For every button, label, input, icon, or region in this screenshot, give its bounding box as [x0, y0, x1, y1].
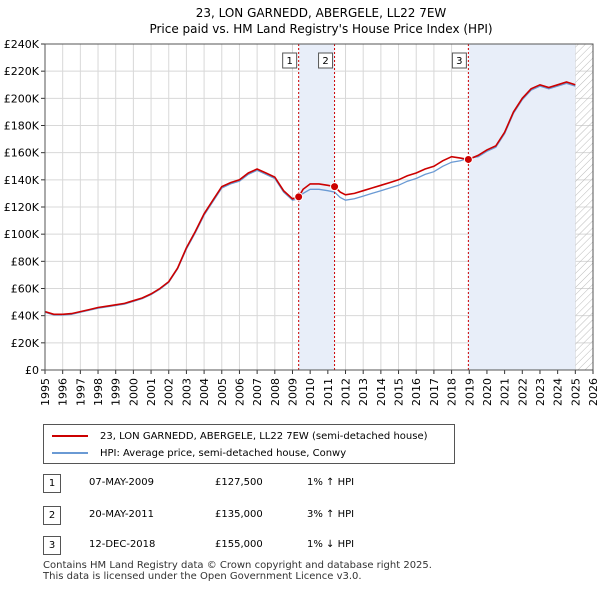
- x-tick-label: 1998: [92, 378, 105, 406]
- x-tick-label: 2022: [516, 378, 529, 406]
- transaction-price: £155,000: [215, 539, 263, 550]
- transaction-date: 20-MAY-2011: [89, 509, 155, 520]
- footer-line-1: Contains HM Land Registry data © Crown c…: [43, 560, 432, 571]
- y-tick-label: £60K: [11, 283, 40, 296]
- x-tick-label: 2014: [375, 378, 388, 406]
- transaction-price: £135,000: [215, 509, 263, 520]
- legend-item-property: 23, LON GARNEDD, ABERGELE, LL22 7EW (sem…: [52, 428, 428, 444]
- x-tick-label: 2020: [481, 378, 494, 406]
- x-tick-label: 2019: [463, 378, 476, 406]
- legend-label-hpi: HPI: Average price, semi-detached house,…: [100, 447, 347, 459]
- sale-label-box: [451, 52, 467, 69]
- x-tick-label: 2026: [587, 378, 600, 406]
- x-tick-label: 1997: [74, 378, 87, 406]
- x-tick-label: 2000: [127, 378, 140, 406]
- x-tick-label: 2004: [198, 378, 211, 406]
- transaction-date: 12-DEC-2018: [89, 539, 156, 550]
- y-tick-label: £240K: [4, 38, 40, 51]
- transaction-row: 2 20-MAY-2011 £135,000 3% ↑ HPI: [43, 506, 463, 526]
- transaction-number: 1: [43, 474, 61, 493]
- sale-label: 3: [456, 56, 462, 67]
- price-chart: 23, LON GARNEDD, ABERGELE, LL22 7EW Pric…: [4, 6, 600, 406]
- x-tick-label: 2009: [286, 378, 299, 406]
- x-tick-label: 2016: [410, 378, 423, 406]
- chart-title-line1: 23, LON GARNEDD, ABERGELE, LL22 7EW: [196, 6, 447, 20]
- x-tick-label: 2010: [304, 378, 317, 406]
- x-tick-label: 2013: [357, 378, 370, 406]
- x-tick-label: 2011: [322, 378, 335, 406]
- x-tick-label: 2021: [499, 378, 512, 406]
- transaction-price: £127,500: [215, 477, 263, 488]
- x-tick-label: 1995: [39, 378, 52, 406]
- sale-point: [294, 192, 304, 202]
- sale-label-box: [282, 52, 298, 69]
- x-tick-label: 2006: [233, 378, 246, 406]
- x-tick-label: 1999: [110, 378, 123, 406]
- x-tick-label: 2018: [446, 378, 459, 406]
- y-tick-label: £200K: [4, 92, 40, 105]
- x-tick-label: 2003: [180, 378, 193, 406]
- y-tick-label: £40K: [11, 310, 40, 323]
- x-tick-label: 2024: [552, 378, 565, 406]
- sale-point: [463, 154, 473, 164]
- future-hatch: [575, 44, 593, 370]
- x-tick-label: 2012: [340, 378, 353, 406]
- y-tick-label: £140K: [4, 174, 40, 187]
- x-tick-label: 2005: [216, 378, 229, 406]
- legend-swatch-hpi: [52, 452, 88, 454]
- plot-border: [44, 43, 594, 371]
- transaction-number: 3: [43, 536, 61, 555]
- y-tick-label: £20K: [11, 337, 40, 350]
- x-tick-label: 2008: [269, 378, 282, 406]
- footer-line-2: This data is licensed under the Open Gov…: [43, 571, 362, 582]
- transaction-number: 2: [43, 506, 61, 525]
- y-tick-label: £0: [25, 364, 39, 377]
- x-tick-label: 2017: [428, 378, 441, 406]
- legend-label-property: 23, LON GARNEDD, ABERGELE, LL22 7EW (sem…: [100, 430, 428, 442]
- shaded-range: [298, 44, 335, 370]
- x-tick-label: 2023: [534, 378, 547, 406]
- sale-markers: 1 2 3: [282, 44, 473, 370]
- x-tick-label: 2025: [569, 378, 582, 406]
- transaction-row: 1 07-MAY-2009 £127,500 1% ↑ HPI: [43, 474, 463, 494]
- transaction-hpi-diff: 1% ↓ HPI: [307, 539, 355, 550]
- series-lines: [44, 81, 576, 316]
- sale-label: 2: [322, 56, 328, 67]
- x-tick-label: 2007: [251, 378, 264, 406]
- chart-title-line2: Price paid vs. HM Land Registry's House …: [149, 22, 492, 36]
- x-tick-label: 1996: [57, 378, 70, 406]
- legend-item-hpi: HPI: Average price, semi-detached house,…: [52, 445, 346, 461]
- footer-attribution: Contains HM Land Registry data © Crown c…: [43, 560, 432, 582]
- x-tick-label: 2015: [393, 378, 406, 406]
- shaded-range: [468, 44, 576, 370]
- y-tick-label: £180K: [4, 120, 40, 133]
- transaction-date: 07-MAY-2009: [89, 477, 155, 488]
- y-tick-label: £160K: [4, 147, 40, 160]
- legend-swatch-property: [52, 435, 88, 437]
- x-tick-label: 2001: [145, 378, 158, 406]
- y-tick-label: £80K: [11, 255, 40, 268]
- transaction-hpi-diff: 1% ↑ HPI: [307, 477, 355, 488]
- y-tick-label: £120K: [4, 201, 40, 214]
- transaction-row: 3 12-DEC-2018 £155,000 1% ↓ HPI: [43, 536, 463, 556]
- axes: £0 £20K £40K £60K £80K £100K £120K £140K £160K £1…: [4, 38, 600, 406]
- sale-label: 1: [286, 56, 292, 67]
- y-tick-label: £100K: [4, 228, 40, 241]
- x-tick-label: 2002: [163, 378, 176, 406]
- y-tick-label: £220K: [4, 65, 40, 78]
- series-line-property: [44, 81, 576, 316]
- transaction-hpi-diff: 3% ↑ HPI: [307, 509, 355, 520]
- sale-point: [330, 182, 340, 192]
- sale-label-box: [318, 52, 334, 69]
- chart-legend: 23, LON GARNEDD, ABERGELE, LL22 7EW (sem…: [43, 424, 455, 464]
